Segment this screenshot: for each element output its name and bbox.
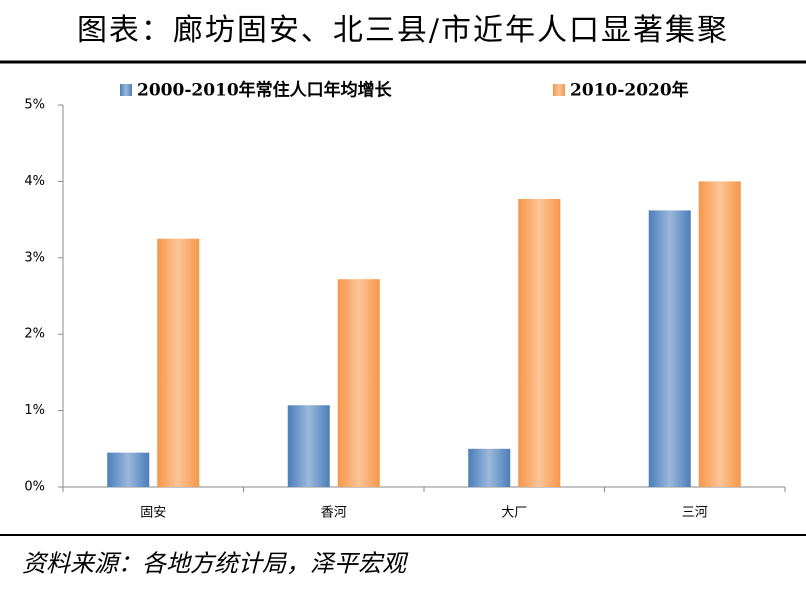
source: 资料来源：各地方统计局，泽平宏观 [22, 550, 409, 578]
y-tick-label: 4% [24, 174, 45, 189]
bar [648, 210, 691, 487]
x-tick-label: 固安 [140, 506, 166, 521]
x-tick-label: 香河 [321, 506, 347, 521]
y-tick-label: 0% [24, 480, 45, 495]
x-tick-label: 三河 [682, 506, 708, 521]
legend-label: 2010-2020年 [570, 80, 689, 101]
bar [287, 405, 330, 487]
legend-swatch [120, 84, 132, 96]
x-tick-label: 大厂 [501, 506, 527, 521]
bar [107, 452, 150, 487]
bar [698, 181, 741, 487]
chart-title: 图表：廊坊固安、北三县/市近年人口显著集聚 [77, 13, 729, 48]
legend-swatch [553, 84, 565, 96]
bar [337, 279, 380, 487]
y-tick-label: 3% [24, 250, 45, 265]
y-tick-label: 2% [24, 327, 45, 342]
legend-label: 2000-2010年常住人口年均增长 [137, 80, 393, 101]
bar [518, 198, 561, 488]
y-tick-label: 1% [24, 403, 45, 418]
y-tick-label: 5% [24, 98, 45, 113]
bar [468, 448, 511, 487]
bar [157, 238, 200, 487]
